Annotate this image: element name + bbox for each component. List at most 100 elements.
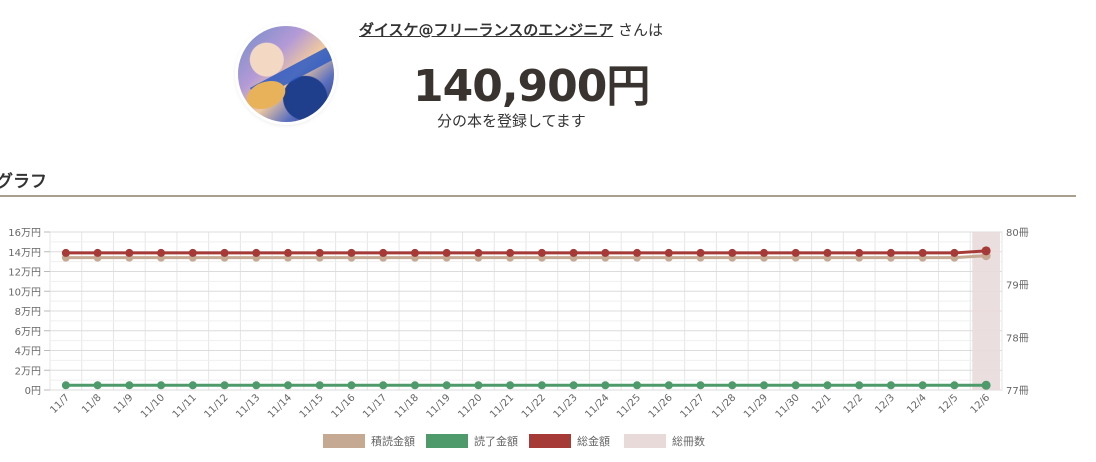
x-axis: 11/7 11/8 11/9 11/10 11/11 11/12 11/13 11/14 11/… [48, 392, 992, 420]
data-point[interactable] [125, 248, 134, 257]
data-point[interactable] [760, 381, 768, 390]
data-point[interactable] [347, 381, 356, 390]
x-tick-label: 11/11 [171, 392, 199, 420]
data-point[interactable] [61, 248, 70, 257]
data-point[interactable] [791, 381, 800, 390]
x-tick-label: 11/7 [48, 392, 72, 416]
data-point[interactable] [252, 248, 261, 257]
data-point[interactable] [855, 248, 864, 257]
legend-item[interactable]: 総金額 [529, 434, 610, 448]
x-tick-label: 11/12 [202, 392, 230, 420]
data-point[interactable] [506, 248, 515, 257]
data-point[interactable] [284, 381, 292, 390]
data-point[interactable] [537, 248, 546, 257]
series-line [65, 249, 987, 255]
data-point[interactable] [157, 248, 166, 257]
data-point[interactable] [252, 381, 261, 390]
data-point[interactable] [823, 248, 832, 257]
y-axis-right: 77冊 78冊 79冊 80冊 [1006, 228, 1029, 397]
data-point[interactable] [664, 248, 673, 257]
legend-swatch [426, 434, 468, 448]
x-tick-label: 11/23 [552, 392, 580, 420]
data-point[interactable] [157, 381, 166, 390]
data-point[interactable] [886, 248, 895, 257]
data-point[interactable] [93, 248, 102, 257]
data-point[interactable] [474, 248, 483, 257]
data-point[interactable] [188, 248, 197, 257]
registered-amount: 140,900円 [413, 61, 650, 112]
x-tick-label: 11/18 [393, 392, 421, 420]
data-point[interactable] [696, 248, 705, 257]
data-point[interactable] [61, 381, 70, 390]
data-point[interactable] [410, 381, 419, 390]
data-point[interactable] [728, 248, 737, 257]
data-point[interactable] [918, 381, 927, 390]
graph-section-title: グラフ [0, 172, 47, 192]
legend-item[interactable]: 積読金額 [323, 434, 415, 448]
data-point[interactable] [569, 381, 578, 390]
data-point[interactable] [981, 380, 991, 390]
data-point[interactable] [886, 381, 895, 390]
data-point[interactable] [442, 248, 451, 257]
y-left-tick-label: 0円 [25, 386, 41, 397]
data-point[interactable] [220, 248, 229, 257]
user-avatar[interactable] [238, 26, 334, 122]
data-point[interactable] [855, 381, 864, 390]
books-chart: 0円 2万円 4万円 6万円 8万円 10万円 12万円 14万円 16万円 77冊 78冊 79冊… [8, 228, 1029, 448]
x-tick-label: 11/16 [329, 392, 357, 420]
data-point[interactable] [410, 248, 419, 257]
data-point[interactable] [537, 381, 546, 390]
y-left-tick-label: 14万円 [8, 248, 41, 259]
data-point[interactable] [220, 381, 229, 390]
data-point[interactable] [474, 381, 483, 390]
data-point[interactable] [696, 381, 705, 390]
data-point[interactable] [664, 381, 673, 390]
y-left-tick-label: 8万円 [15, 307, 41, 318]
x-tick-label: 11/13 [234, 392, 262, 420]
legend-item[interactable]: 読了金額 [426, 434, 518, 448]
data-point[interactable] [93, 381, 102, 390]
data-point[interactable] [506, 381, 515, 390]
data-point[interactable] [379, 248, 388, 257]
data-point[interactable] [950, 248, 959, 257]
data-point[interactable] [728, 381, 737, 390]
x-tick-label: 11/20 [456, 392, 484, 420]
legend-label: 総金額 [577, 434, 610, 448]
x-tick-label: 12/5 [937, 392, 961, 416]
y-axis-left: 0円 2万円 4万円 6万円 8万円 10万円 12万円 14万円 16万円 [8, 228, 50, 397]
x-tick-label: 11/24 [583, 392, 611, 420]
data-point[interactable] [791, 248, 800, 257]
x-tick-label: 12/1 [810, 392, 834, 416]
data-point[interactable] [188, 381, 197, 390]
data-point[interactable] [347, 248, 356, 257]
data-point[interactable] [981, 246, 991, 256]
data-point[interactable] [442, 381, 451, 390]
data-point[interactable] [315, 248, 324, 257]
x-tick-label: 11/22 [520, 392, 548, 420]
data-point[interactable] [379, 381, 388, 390]
y-right-tick-label: 77冊 [1006, 386, 1029, 397]
legend-swatch [624, 434, 666, 448]
legend-item[interactable]: 総冊数 [624, 434, 705, 448]
legend-swatch [529, 434, 571, 448]
data-point[interactable] [633, 248, 642, 257]
x-tick-label: 11/10 [139, 392, 167, 420]
legend-label: 総冊数 [672, 434, 705, 448]
username-suffix: さんは [618, 21, 664, 39]
data-point[interactable] [823, 381, 832, 390]
x-tick-label: 11/9 [112, 392, 136, 416]
data-point[interactable] [284, 248, 292, 257]
chart-legend[interactable]: 積読金額 読了金額 総金額 総冊数 [323, 434, 705, 448]
data-point[interactable] [950, 381, 959, 390]
data-point[interactable] [633, 381, 642, 390]
data-point[interactable] [569, 248, 578, 257]
username-link[interactable]: ダイスケ@フリーランスのエンジニア [359, 21, 614, 39]
data-point[interactable] [601, 248, 610, 257]
y-left-tick-label: 12万円 [8, 268, 41, 279]
data-point[interactable] [315, 381, 324, 390]
username-line: ダイスケ@フリーランスのエンジニア さんは [359, 19, 663, 40]
data-point[interactable] [918, 248, 927, 257]
data-point[interactable] [760, 248, 768, 257]
data-point[interactable] [601, 381, 610, 390]
data-point[interactable] [125, 381, 134, 390]
